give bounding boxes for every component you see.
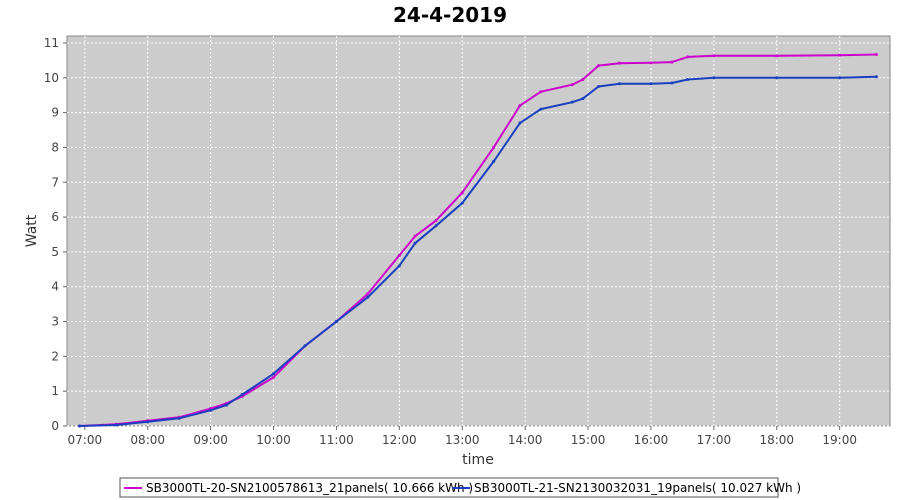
series-1-point	[492, 145, 496, 149]
x-tick-label: 15:00	[571, 433, 606, 447]
x-tick-label: 13:00	[445, 433, 480, 447]
series-2-point	[397, 264, 401, 268]
series-2-point	[570, 100, 574, 104]
x-tick-label: 14:00	[508, 433, 543, 447]
y-tick-label: 1	[51, 384, 59, 398]
x-axis-label: time	[462, 452, 494, 468]
grid-lines	[67, 36, 890, 427]
series-2-point	[240, 393, 244, 397]
series-1-point	[597, 64, 601, 68]
series-lines	[78, 52, 878, 428]
y-axis-ticks: 0 1 2 3 4 5 6 7 8 9 10 11	[44, 36, 67, 433]
series-1-point	[539, 90, 543, 94]
y-tick-label: 2	[51, 349, 59, 363]
series-2-point	[581, 97, 585, 101]
series-2-point	[518, 121, 522, 125]
series-1-point	[366, 292, 370, 296]
series-2-point	[460, 201, 464, 205]
series-1-point	[460, 191, 464, 195]
series-2-point	[366, 295, 370, 299]
x-tick-label: 10:00	[256, 433, 291, 447]
y-tick-label: 4	[51, 280, 59, 294]
series-2-point	[618, 82, 622, 86]
series-2-point	[209, 408, 213, 412]
y-tick-label: 8	[51, 140, 59, 154]
legend-label-2: SB3000TL-21-SN2130032031_19panels( 10.02…	[474, 481, 801, 495]
x-tick-label: 19:00	[822, 433, 857, 447]
series-2-point	[649, 82, 653, 86]
series-2-point	[78, 424, 82, 428]
y-tick-label: 5	[51, 245, 59, 259]
series-1-point	[413, 234, 417, 238]
legend: SB3000TL-20-SN2100578613_21panels( 10.66…	[119, 477, 801, 498]
series-2-point	[775, 76, 779, 80]
series-2-point	[670, 81, 674, 85]
x-tick-label: 09:00	[193, 433, 228, 447]
x-tick-label: 11:00	[319, 433, 354, 447]
series-2-point	[686, 78, 690, 82]
x-axis-ticks: 07:00 08:00 09:00 10:00 11:00 12:00 13:00 14:00…	[68, 426, 857, 447]
series-1-point	[518, 104, 522, 108]
series-1-point	[712, 54, 716, 58]
series-1-point	[649, 61, 653, 65]
series-1-point	[272, 375, 276, 379]
series-2-point	[539, 107, 543, 111]
legend-label-1: SB3000TL-20-SN2100578613_21panels( 10.66…	[146, 481, 473, 495]
x-tick-label: 16:00	[634, 433, 669, 447]
x-tick-label: 17:00	[697, 433, 732, 447]
y-axis-label: Watt	[24, 214, 40, 247]
series-2-point	[874, 75, 878, 79]
x-tick-label: 08:00	[130, 433, 165, 447]
y-tick-label: 9	[51, 106, 59, 120]
series-1-point	[397, 253, 401, 257]
y-tick-label: 7	[51, 175, 59, 189]
y-tick-label: 3	[51, 315, 59, 329]
series-1-point	[618, 61, 622, 65]
series-2-point	[334, 320, 338, 324]
series-2-point	[177, 416, 181, 420]
series-1-point	[581, 78, 585, 82]
series-2-point	[838, 76, 842, 80]
series-1-point	[434, 219, 438, 223]
plot-area	[66, 35, 891, 427]
series-1-point	[874, 52, 878, 56]
series-1-point	[686, 55, 690, 59]
series-2-point	[492, 159, 496, 163]
x-tick-label: 18:00	[759, 433, 794, 447]
series-1-point	[670, 60, 674, 64]
y-tick-label: 0	[51, 419, 59, 433]
series-2-point	[597, 84, 601, 88]
x-tick-label: 12:00	[382, 433, 417, 447]
y-tick-label: 11	[44, 36, 59, 50]
y-tick-label: 6	[51, 210, 59, 224]
series-2-point	[114, 423, 118, 427]
series-1-point	[838, 53, 842, 57]
chart-title: 24-4-2019	[393, 3, 507, 27]
series-1-point	[570, 83, 574, 87]
series-2-point	[272, 372, 276, 376]
y-tick-label: 10	[44, 71, 59, 85]
series-2-point	[712, 76, 716, 80]
series-2-point	[434, 224, 438, 228]
series-2-point	[224, 403, 228, 407]
series-2-point	[413, 241, 417, 245]
series-2-point	[146, 420, 150, 424]
series-2-point	[303, 344, 307, 348]
series-1-point	[775, 54, 779, 58]
x-tick-label: 07:00	[68, 433, 103, 447]
legend-box	[119, 477, 779, 498]
